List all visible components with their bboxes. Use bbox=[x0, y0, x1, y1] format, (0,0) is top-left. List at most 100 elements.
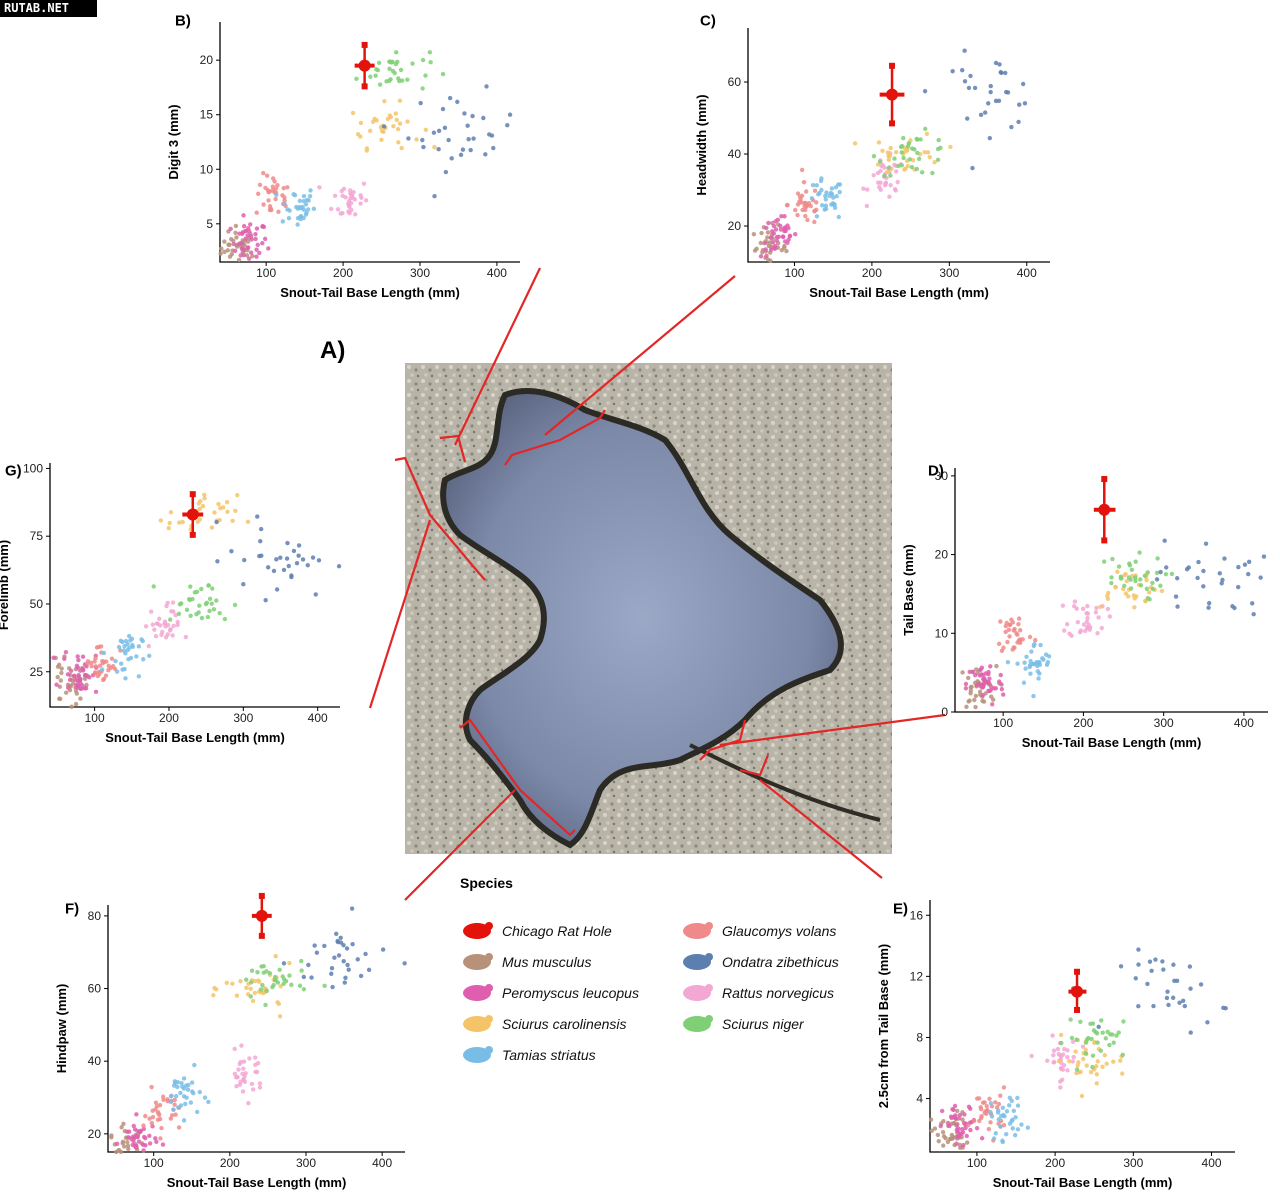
point-ondatra-zibethicus bbox=[1136, 947, 1141, 952]
point-tamias-striatus bbox=[1007, 1095, 1013, 1101]
point-sciurus-niger bbox=[892, 156, 897, 161]
point-peromyscus-leucopus bbox=[68, 668, 74, 673]
point-glaucomys-volans bbox=[802, 200, 807, 206]
point-mus-musculus bbox=[966, 699, 971, 704]
point-sciurus-carolinensis bbox=[1056, 1058, 1062, 1064]
point-peromyscus-leucopus bbox=[72, 677, 78, 683]
point-rattus-norvegicus bbox=[1070, 1059, 1076, 1064]
point-rattus-norvegicus bbox=[249, 1081, 255, 1087]
point-mus-musculus bbox=[972, 697, 977, 703]
point-sciurus-carolinensis bbox=[225, 509, 230, 514]
point-sciurus-niger bbox=[1128, 586, 1134, 591]
point-tamias-striatus bbox=[307, 193, 313, 199]
y-tick-label: 50 bbox=[30, 597, 44, 611]
point-rattus-norvegicus bbox=[157, 616, 162, 621]
point-ondatra-zibethicus bbox=[420, 137, 425, 143]
point-ondatra-zibethicus bbox=[997, 62, 1002, 67]
point-tamias-striatus bbox=[1035, 663, 1040, 669]
point-glaucomys-volans bbox=[150, 1114, 156, 1120]
point-peromyscus-leucopus bbox=[768, 247, 774, 253]
point-tamias-striatus bbox=[285, 207, 290, 212]
y-tick-label: 0 bbox=[941, 705, 948, 719]
point-rattus-norvegicus bbox=[241, 1077, 246, 1082]
point-sciurus-carolinensis bbox=[197, 506, 203, 512]
point-rattus-norvegicus bbox=[1094, 605, 1099, 611]
point-ondatra-zibethicus bbox=[278, 555, 283, 560]
point-mus-musculus bbox=[218, 251, 223, 256]
point-peromyscus-leucopus bbox=[979, 1136, 985, 1141]
watermark: RUTAB.NET bbox=[0, 0, 97, 17]
point-tamias-striatus bbox=[311, 206, 317, 212]
point-sciurus-niger bbox=[427, 50, 433, 55]
point-peromyscus-leucopus bbox=[153, 1136, 158, 1141]
point-sciurus-niger bbox=[1083, 1040, 1089, 1045]
point-sciurus-carolinensis bbox=[924, 131, 930, 137]
point-rattus-norvegicus bbox=[1096, 615, 1101, 620]
point-peromyscus-leucopus bbox=[241, 223, 247, 229]
point-sciurus-carolinensis bbox=[230, 981, 235, 986]
point-ondatra-zibethicus bbox=[229, 548, 234, 554]
point-mus-musculus bbox=[758, 240, 764, 246]
rat-hole-imprint bbox=[440, 387, 844, 849]
point-glaucomys-volans bbox=[89, 664, 94, 669]
point-ondatra-zibethicus bbox=[1246, 559, 1252, 565]
point-glaucomys-volans bbox=[795, 191, 801, 196]
point-glaucomys-volans bbox=[110, 664, 116, 669]
point-peromyscus-leucopus bbox=[963, 686, 969, 691]
point-rattus-norvegicus bbox=[257, 1081, 263, 1086]
point-ondatra-zibethicus bbox=[296, 543, 302, 548]
callout-line bbox=[454, 267, 541, 446]
point-tamias-striatus bbox=[136, 674, 142, 679]
point-ondatra-zibethicus bbox=[346, 967, 351, 972]
point-ondatra-zibethicus bbox=[1174, 978, 1180, 984]
point-ondatra-zibethicus bbox=[274, 557, 279, 562]
point-rattus-norvegicus bbox=[171, 623, 176, 629]
point-tamias-striatus bbox=[1034, 660, 1039, 665]
point-ondatra-zibethicus bbox=[987, 135, 993, 141]
y-axis-title: Hindpaw (mm) bbox=[54, 984, 69, 1074]
point-ondatra-zibethicus bbox=[962, 48, 967, 53]
point-rattus-norvegicus bbox=[1074, 606, 1079, 611]
panel-label: D) bbox=[928, 462, 944, 479]
point-tamias-striatus bbox=[181, 1076, 187, 1081]
point-rattus-norvegicus bbox=[1051, 1048, 1057, 1053]
point-glaucomys-volans bbox=[784, 203, 790, 208]
point-ondatra-zibethicus bbox=[255, 514, 260, 519]
point-peromyscus-leucopus bbox=[773, 227, 779, 232]
point-rattus-norvegicus bbox=[349, 207, 354, 213]
point-mus-musculus bbox=[225, 248, 231, 253]
point-mus-musculus bbox=[58, 678, 64, 683]
point-sciurus-carolinensis bbox=[202, 492, 207, 498]
point-rattus-norvegicus bbox=[892, 162, 897, 167]
point-peromyscus-leucopus bbox=[248, 250, 254, 255]
point-ondatra-zibethicus bbox=[1188, 986, 1193, 991]
point-rattus-norvegicus bbox=[1080, 606, 1086, 612]
point-tamias-striatus bbox=[188, 1100, 194, 1105]
point-sciurus-niger bbox=[205, 614, 211, 620]
point-sciurus-niger bbox=[209, 601, 214, 606]
point-mus-musculus bbox=[233, 223, 239, 229]
point-sciurus-niger bbox=[260, 982, 265, 988]
point-peromyscus-leucopus bbox=[253, 231, 258, 237]
point-peromyscus-leucopus bbox=[962, 1112, 967, 1117]
point-ondatra-zibethicus bbox=[312, 943, 317, 948]
point-mus-musculus bbox=[768, 244, 774, 249]
point-tamias-striatus bbox=[823, 203, 829, 208]
point-glaucomys-volans bbox=[1016, 616, 1022, 621]
legend-item-ondatra-zibethicus: Ondatra zibethicus bbox=[683, 953, 839, 970]
point-sciurus-niger bbox=[267, 970, 272, 976]
point-peromyscus-leucopus bbox=[938, 1123, 943, 1129]
point-sciurus-niger bbox=[277, 967, 282, 973]
point-sciurus-niger bbox=[281, 977, 287, 982]
legend-label: Peromyscus leucopus bbox=[502, 985, 639, 1001]
point-sciurus-niger bbox=[1095, 1040, 1100, 1045]
legend-label: Glaucomys volans bbox=[722, 923, 836, 939]
point-glaucomys-volans bbox=[269, 207, 274, 213]
point-ondatra-zibethicus bbox=[214, 519, 219, 525]
point-glaucomys-volans bbox=[159, 1125, 164, 1131]
point-ondatra-zibethicus bbox=[1149, 968, 1154, 973]
y-tick-label: 100 bbox=[23, 461, 43, 475]
point-sciurus-niger bbox=[1118, 574, 1124, 579]
panel-e: E) 100 200 300 400 4 8 12 16 Snout-Tail Base Leng… bbox=[876, 900, 1235, 1190]
point-ondatra-zibethicus bbox=[1158, 569, 1163, 575]
